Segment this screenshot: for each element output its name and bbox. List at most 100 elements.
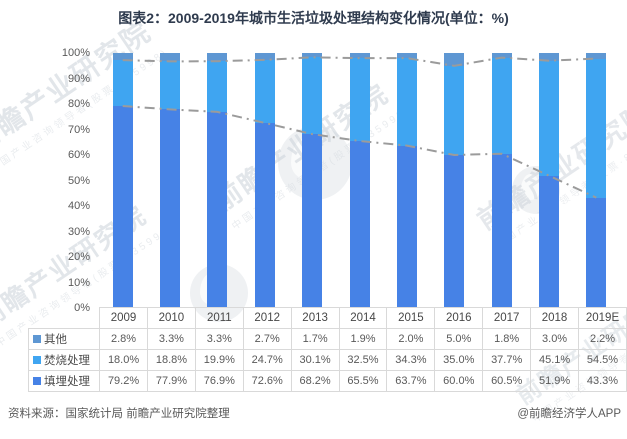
value-cell: 3.3%	[194, 328, 244, 350]
value-cell: 3.0%	[530, 328, 579, 350]
value-cell: 34.3%	[386, 349, 436, 371]
legend-swatch-icon	[33, 335, 41, 343]
chart-title: 图表2：2009-2019年城市生活垃圾处理结构变化情况(单位：%)	[118, 10, 509, 26]
value-cell: 18.8%	[146, 349, 196, 371]
table-corner-blank	[29, 308, 100, 329]
bar-segment-填埋处理-2009	[112, 106, 133, 308]
value-cell: 1.9%	[338, 328, 388, 350]
year-header-cell: 2017	[482, 307, 532, 329]
year-header-cell: 2019E	[578, 307, 627, 329]
value-cell: 2.2%	[578, 328, 627, 350]
y-axis-tick: 90%	[67, 72, 90, 85]
value-cell: 51.9%	[530, 370, 579, 392]
value-cell: 72.6%	[242, 370, 292, 392]
y-axis-tick: 60%	[67, 149, 90, 161]
year-header-cell: 2018	[530, 307, 579, 329]
bar-segment-其他-2019E	[586, 53, 607, 59]
bar-segment-其他-2018	[538, 53, 559, 61]
value-cell: 68.2%	[290, 370, 340, 392]
legend-cell-其他: 其他	[27, 328, 101, 350]
bar-segment-其他-2011	[207, 52, 228, 62]
value-cell: 24.7%	[242, 349, 292, 371]
legend-swatch-icon	[33, 356, 41, 364]
bar-segment-填埋处理-2014	[349, 140, 370, 308]
bar-segment-焚烧处理-2016	[444, 65, 465, 155]
trend-line-填埋处理	[122, 105, 597, 199]
value-cell: 3.3%	[146, 328, 196, 350]
year-header-cell: 2014	[338, 307, 388, 329]
bar-segment-填埋处理-2012	[254, 122, 275, 308]
bar-segment-其他-2009	[112, 53, 133, 61]
bar-segment-填埋处理-2010	[160, 109, 181, 308]
year-header-cell: 2015	[386, 307, 436, 329]
y-axis-tick: 100%	[61, 47, 90, 59]
year-header-cell: 2016	[434, 307, 484, 329]
value-cell: 1.7%	[290, 328, 340, 350]
value-cell: 79.2%	[99, 370, 148, 392]
bar-segment-其他-2013	[302, 53, 323, 58]
value-cell: 45.1%	[530, 349, 579, 371]
value-cell: 2.8%	[99, 328, 148, 350]
plot-area	[99, 52, 620, 308]
data-table: 2009 2010 2011 2012 2013 2014 2015 2016 2017 2018…	[27, 307, 627, 392]
value-cell: 76.9%	[194, 370, 244, 392]
bar-segment-焚烧处理-2012	[254, 59, 275, 123]
y-axis-tick: 10%	[67, 276, 90, 289]
table-row-焚烧处理: 焚烧处理 18.0% 18.8% 19.9% 24.7% 30.1% 32.5% 34.3% 3…	[27, 349, 627, 371]
bar-segment-其他-2014	[349, 53, 370, 59]
bar-segment-焚烧处理-2009	[112, 60, 133, 107]
table-row-其他: 其他 2.8% 3.3% 3.3% 2.7% 1.7% 1.9% 2.0% 5.0% 1.8% 3.…	[27, 328, 627, 350]
value-cell: 18.0%	[99, 349, 148, 371]
value-cell: 32.5%	[338, 349, 388, 371]
bar-segment-其他-2016	[444, 53, 465, 66]
y-axis-tick: 30%	[67, 225, 90, 238]
bar-segment-填埋处理-2015	[396, 145, 417, 308]
bar-segment-填埋处理-2011	[207, 111, 228, 308]
table-row-填埋处理: 填埋处理 79.2% 77.9% 76.9% 72.6% 68.2% 65.5% 63.7% 6…	[27, 370, 627, 392]
year-header-cell: 2012	[242, 307, 292, 329]
source-text: 资料来源：国家统计局 前瞻产业研究院整理	[8, 408, 230, 420]
value-cell: 2.7%	[242, 328, 292, 350]
value-cell: 37.7%	[482, 349, 532, 371]
y-axis-tick: 0%	[74, 302, 90, 314]
year-header-cell: 2009	[99, 307, 148, 329]
value-cell: 5.0%	[434, 328, 484, 350]
bar-segment-焚烧处理-2018	[538, 60, 559, 176]
bar-segment-填埋处理-2019E	[586, 197, 607, 308]
value-cell: 19.9%	[194, 349, 244, 371]
trend-line-cumulative	[122, 56, 597, 67]
table-year-row: 2009 2010 2011 2012 2013 2014 2015 2016 2017 2018…	[29, 307, 627, 329]
bar-segment-焚烧处理-2015	[396, 58, 417, 146]
legend-swatch-icon	[33, 377, 41, 385]
y-axis: 100% 90% 80% 70% 60% 50% 40% 30% 20% 10% 0%	[38, 47, 90, 314]
value-cell: 65.5%	[338, 370, 388, 392]
value-cell: 43.3%	[578, 370, 627, 392]
value-cell: 77.9%	[146, 370, 196, 392]
bar-segment-其他-2017	[491, 53, 512, 58]
bar-segment-其他-2012	[254, 53, 275, 60]
credit-text: @前瞻经济学人APP	[517, 408, 621, 420]
bar-segment-焚烧处理-2013	[302, 57, 323, 135]
bar-segment-填埋处理-2017	[491, 153, 512, 308]
value-cell: 35.0%	[434, 349, 484, 371]
y-axis-tick: 20%	[67, 251, 90, 263]
y-axis-tick: 70%	[67, 123, 90, 136]
bar-segment-其他-2010	[160, 53, 181, 62]
value-cell: 2.0%	[386, 328, 436, 350]
year-header-cell: 2010	[146, 307, 196, 329]
legend-cell-填埋处理: 填埋处理	[27, 370, 101, 392]
value-cell: 60.5%	[482, 370, 532, 392]
value-cell: 54.5%	[578, 349, 627, 371]
bar-segment-焚烧处理-2010	[160, 61, 181, 110]
bar-segment-焚烧处理-2011	[207, 61, 228, 112]
footer: 资料来源：国家统计局 前瞻产业研究院整理 @前瞻经济学人APP	[8, 405, 621, 421]
y-axis-tick: 80%	[67, 98, 90, 110]
bar-segment-填埋处理-2016	[444, 155, 465, 308]
value-cell: 63.7%	[386, 370, 436, 392]
bar-segment-焚烧处理-2017	[491, 57, 512, 154]
year-header-cell: 2013	[290, 307, 340, 329]
y-axis-tick: 40%	[67, 200, 90, 212]
year-header-cell: 2011	[194, 307, 244, 329]
bar-segment-焚烧处理-2014	[349, 58, 370, 141]
value-cell: 1.8%	[482, 328, 532, 350]
